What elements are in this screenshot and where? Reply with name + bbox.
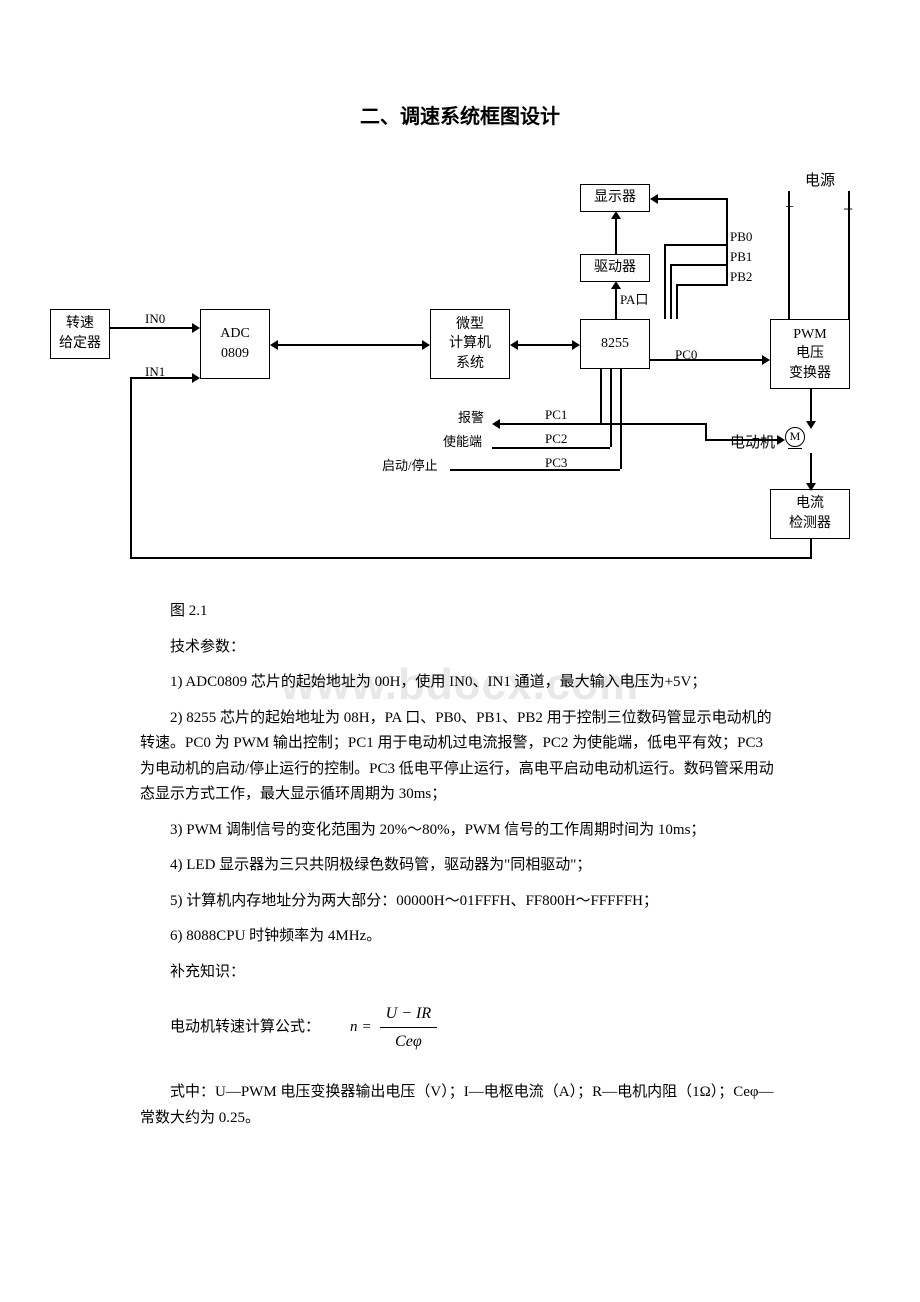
line	[670, 264, 726, 266]
param-4: 4) LED 显示器为三只共阴极绿色数码管，驱动器为"同相驱动"；	[140, 853, 780, 879]
formula: n = U − IR Ceφ	[350, 1000, 441, 1055]
line	[450, 469, 620, 471]
speed-setter-box: 转速 给定器	[50, 309, 110, 359]
pc0-label: PC0	[675, 347, 697, 363]
pwm-label: PWM 电压 变换器	[789, 325, 831, 384]
alarm-label: 报警	[458, 407, 484, 426]
line	[670, 264, 672, 319]
motor-symbol: M	[785, 427, 805, 447]
param-3: 3) PWM 调制信号的变化范围为 20%～80%，PWM 信号的工作周期时间为…	[140, 818, 780, 844]
8255-box: 8255	[580, 319, 650, 369]
formula-fraction: U − IR Ceφ	[380, 1000, 437, 1055]
line	[130, 377, 132, 557]
line	[664, 244, 726, 246]
line	[492, 447, 610, 449]
current-detect-box: 电流 检测器	[770, 489, 850, 539]
line	[658, 198, 726, 200]
in0-label: IN0	[145, 311, 165, 327]
param-2: 2) 8255 芯片的起始地址为 08H，PA 口、PB0、PB1、PB2 用于…	[140, 706, 780, 808]
line	[810, 453, 812, 483]
adc-box: ADC 0809	[200, 309, 270, 379]
formula-line: 电动机转速计算公式： n = U − IR Ceφ	[140, 1000, 780, 1055]
pb0-label: PB0	[730, 229, 752, 245]
formula-prefix: 电动机转速计算公式：	[140, 1015, 320, 1041]
section-title: 二、调速系统框图设计	[50, 100, 870, 129]
formula-num: U − IR	[380, 1000, 437, 1028]
plus-label: +	[785, 199, 794, 217]
line	[615, 219, 617, 254]
line	[518, 344, 572, 346]
power-label: 电源	[805, 169, 835, 190]
speed-setter-label: 转速 给定器	[59, 314, 101, 353]
param-1: 1) ADC0809 芯片的起始地址为 00H，使用 IN0、IN1 通道，最大…	[140, 670, 780, 696]
motor-symbol-wrap: M	[785, 427, 805, 449]
param-5: 5) 计算机内存地址分为两大部分：00000H～01FFFH、FF800H～FF…	[140, 889, 780, 915]
line	[130, 377, 192, 379]
line	[620, 369, 622, 469]
line	[500, 423, 600, 425]
pwm-box: PWM 电压 变换器	[770, 319, 850, 389]
supp-header: 补充知识：	[140, 960, 780, 986]
pb2-label: PB2	[730, 269, 752, 285]
line	[600, 423, 705, 425]
formula-explanation: 式中：U—PWM 电压变换器输出电压（V）；I—电枢电流（A）；R—电机内阻（1…	[140, 1080, 780, 1131]
tech-params-header: 技术参数：	[140, 635, 780, 661]
line	[650, 359, 762, 361]
line	[110, 327, 192, 329]
line	[848, 191, 850, 319]
motor-label: 电动机	[730, 431, 775, 452]
line	[705, 423, 707, 439]
enable-label: 使能端	[443, 431, 482, 450]
mcu-box: 微型 计算机 系统	[430, 309, 510, 379]
pc2-label: PC2	[545, 431, 567, 447]
line	[664, 244, 666, 319]
formula-den: Ceφ	[389, 1028, 428, 1055]
formula-eq: =	[362, 1015, 372, 1041]
line	[788, 191, 790, 319]
figure-label: 图 2.1	[140, 599, 780, 625]
line	[705, 439, 777, 441]
formula-lhs: n	[350, 1015, 358, 1041]
line	[130, 557, 810, 559]
line	[610, 369, 612, 447]
param-6: 6) 8088CPU 时钟频率为 4MHz。	[140, 924, 780, 950]
mcu-label: 微型 计算机 系统	[449, 315, 491, 374]
pb1-label: PB1	[730, 249, 752, 265]
driver-box: 驱动器	[580, 254, 650, 282]
adc-label: ADC 0809	[220, 324, 250, 363]
line	[600, 369, 602, 424]
line	[726, 198, 728, 286]
content: 图 2.1 技术参数： 1) ADC0809 芯片的起始地址为 00H，使用 I…	[50, 599, 870, 1131]
line	[676, 284, 678, 319]
pa-label: PA口	[620, 289, 648, 308]
line	[676, 284, 726, 286]
display-box: 显示器	[580, 184, 650, 212]
pc1-label: PC1	[545, 407, 567, 423]
line	[278, 344, 422, 346]
block-diagram: 电源 + − 显示器 驱动器 转速 给定器 ADC 0809 微型 计算机 系统…	[50, 169, 870, 569]
line	[810, 539, 812, 559]
line	[810, 389, 812, 421]
current-detect-label: 电流 检测器	[789, 494, 831, 533]
startstop-label: 启动/停止	[382, 455, 438, 474]
line	[615, 289, 617, 319]
